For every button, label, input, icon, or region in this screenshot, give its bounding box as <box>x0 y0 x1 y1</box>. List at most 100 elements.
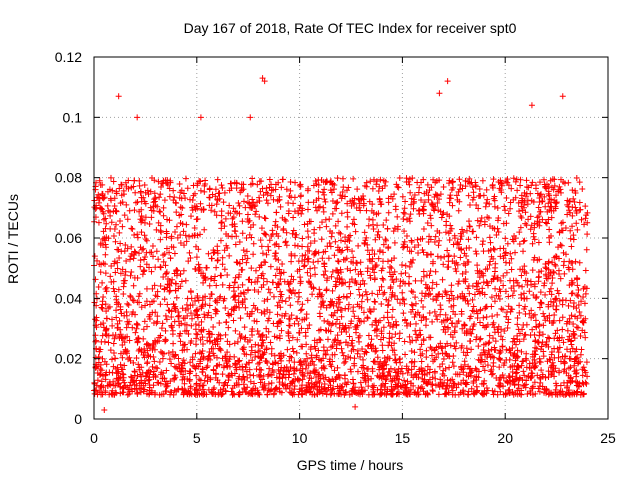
data-point <box>294 336 301 343</box>
data-point <box>192 341 199 348</box>
data-point <box>113 307 120 314</box>
data-point <box>434 293 441 300</box>
data-point <box>450 296 457 303</box>
data-point <box>291 359 298 366</box>
data-point <box>566 258 573 265</box>
data-point <box>414 334 421 341</box>
data-point <box>122 348 129 355</box>
data-point <box>373 178 380 185</box>
data-point <box>462 269 469 276</box>
data-point <box>187 254 194 261</box>
data-point <box>390 321 397 328</box>
data-point <box>448 288 455 295</box>
data-point <box>350 254 357 261</box>
data-point <box>538 343 545 350</box>
data-point <box>473 234 480 241</box>
data-point <box>222 387 229 394</box>
data-point <box>268 181 275 188</box>
data-point <box>189 356 196 363</box>
data-point <box>542 219 549 226</box>
data-point <box>544 358 551 365</box>
data-point <box>157 348 164 355</box>
data-point <box>382 376 389 383</box>
data-point <box>211 273 218 280</box>
data-point <box>200 206 207 213</box>
data-point <box>407 211 414 218</box>
data-point <box>415 249 422 256</box>
data-point <box>418 179 425 186</box>
data-point <box>471 291 478 298</box>
data-point <box>149 285 156 292</box>
data-point <box>333 300 340 307</box>
data-point <box>140 267 147 274</box>
data-point <box>429 387 436 394</box>
data-point <box>271 352 278 359</box>
data-point <box>370 382 377 389</box>
data-point <box>527 226 534 233</box>
data-point <box>570 332 577 339</box>
data-point <box>162 262 169 269</box>
data-point <box>451 260 458 267</box>
data-point <box>157 301 164 308</box>
data-point <box>503 194 510 201</box>
data-point <box>574 276 581 283</box>
data-point <box>323 287 330 294</box>
data-point <box>491 388 498 395</box>
data-point <box>503 346 510 353</box>
data-point <box>259 250 266 257</box>
data-point <box>320 208 327 215</box>
data-point <box>388 391 395 398</box>
data-point <box>242 364 249 371</box>
data-point <box>483 314 490 321</box>
data-point <box>327 243 334 250</box>
data-point <box>327 391 334 398</box>
data-point <box>400 216 407 223</box>
data-point <box>333 205 340 212</box>
data-point <box>401 210 408 217</box>
data-point <box>358 318 365 325</box>
data-point <box>329 210 336 217</box>
data-point <box>117 361 124 368</box>
data-point <box>552 203 559 210</box>
data-point <box>379 342 386 349</box>
data-point <box>401 338 408 345</box>
data-point <box>583 380 590 387</box>
data-point <box>110 278 117 285</box>
data-point <box>378 283 385 290</box>
data-point <box>482 340 489 347</box>
data-point <box>350 216 357 223</box>
data-point <box>514 347 521 354</box>
data-point <box>465 236 472 243</box>
data-point <box>237 315 244 322</box>
data-point <box>147 188 154 195</box>
data-point <box>410 382 417 389</box>
data-point <box>393 181 400 188</box>
data-point <box>407 321 414 328</box>
data-point <box>334 274 341 281</box>
data-point <box>497 177 504 184</box>
data-point <box>539 216 546 223</box>
data-point <box>528 102 535 109</box>
data-point <box>166 356 173 363</box>
data-point <box>480 279 487 286</box>
data-point <box>325 255 332 262</box>
data-point <box>252 267 259 274</box>
data-point <box>513 176 520 183</box>
data-point <box>408 348 415 355</box>
data-point <box>327 187 334 194</box>
data-point <box>542 184 549 191</box>
data-point <box>349 376 356 383</box>
data-point <box>522 331 529 338</box>
data-point <box>234 338 241 345</box>
data-point <box>153 248 160 255</box>
data-point <box>266 237 273 244</box>
data-point <box>567 364 574 371</box>
data-point <box>256 198 263 205</box>
data-point <box>236 238 243 245</box>
data-point <box>295 293 302 300</box>
data-point <box>109 187 116 194</box>
data-point <box>180 373 187 380</box>
data-point <box>469 307 476 314</box>
data-point <box>439 379 446 386</box>
data-point <box>397 283 404 290</box>
